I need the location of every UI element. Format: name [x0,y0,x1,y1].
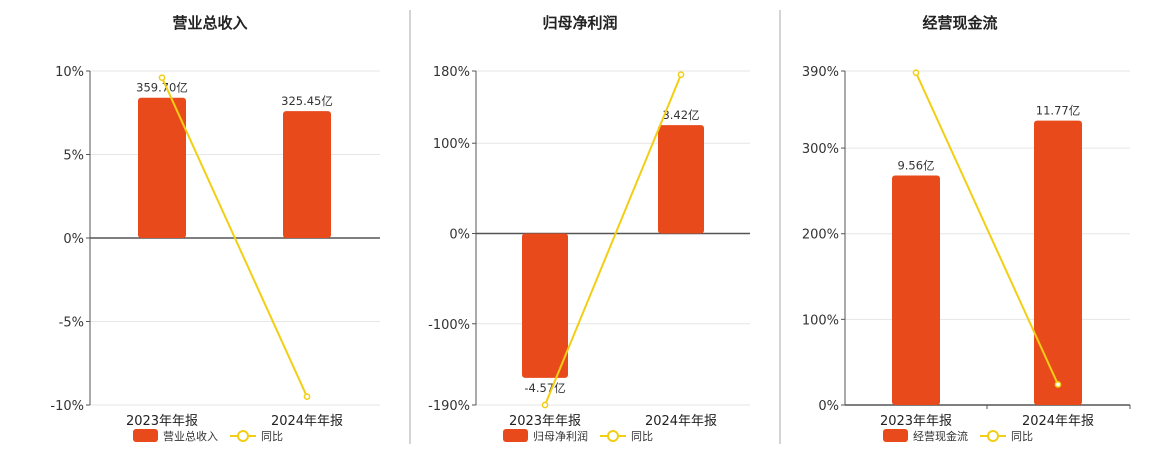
y-tick-label: 10% [55,65,84,80]
yoy-point [677,71,685,78]
x-category-label: 2023年年报 [509,414,581,429]
bar-data-label: -4.57亿 [524,381,565,395]
bar [1034,120,1082,406]
legend-label-line: 同比 [261,430,283,443]
legend-swatch-marker [237,430,249,442]
bar [892,175,940,405]
yoy-line [161,77,308,398]
legend-label-line: 同比 [631,430,653,443]
y-tick-label: 0% [63,232,84,247]
chart-title: 经营现金流 [922,14,997,32]
yoy-line [544,74,682,406]
bar-data-label: 3.42亿 [662,108,699,122]
legend-swatch-bar [883,429,908,442]
bar-data-label: 11.77亿 [1036,104,1080,118]
legend-label-bar: 营业总收入 [163,429,218,443]
x-category-label: 2024年年报 [1022,414,1094,429]
yoy-point [912,69,920,77]
x-category-label: 2024年年报 [271,414,343,429]
bar [283,111,331,238]
yoy-point [303,393,311,400]
bar-data-label: 9.56亿 [897,158,934,172]
y-tick-label: 100% [433,137,470,152]
bar-data-label: 359.70亿 [136,81,188,95]
y-tick-label: 180% [433,65,470,80]
bar-data-label: 325.45亿 [281,94,333,108]
yoy-point [541,401,549,409]
legend-label-bar: 经营现金流 [913,429,968,443]
chart-title: 归母净利润 [542,14,617,32]
legend-swatch-bar [133,429,158,442]
legend-label-line: 同比 [1011,430,1033,443]
yoy-line [915,72,1059,385]
y-tick-label: -190% [428,399,470,414]
bar [658,125,704,234]
chart-title: 营业总收入 [172,14,247,32]
y-tick-label: -10% [50,399,84,414]
bar [522,233,568,378]
y-tick-label: 390% [802,65,839,80]
legend-swatch-bar [503,429,528,442]
y-tick-label: 0% [449,227,470,242]
yoy-point [1054,381,1062,388]
y-tick-label: 5% [63,149,84,164]
y-tick-label: 200% [802,228,839,243]
x-category-label: 2023年年报 [880,414,952,429]
legend-swatch-marker [607,430,619,442]
y-tick-label: 100% [802,313,839,328]
x-category-label: 2023年年报 [126,414,198,429]
bar [138,97,186,238]
x-category-label: 2024年年报 [645,414,717,429]
legend-swatch-marker [987,430,999,442]
y-tick-label: 0% [818,399,839,414]
y-tick-label: -5% [59,316,84,331]
y-tick-label: 300% [802,142,839,157]
legend-label-bar: 归母净利润 [533,429,588,443]
y-tick-label: -100% [428,318,470,333]
yoy-point [158,74,166,82]
